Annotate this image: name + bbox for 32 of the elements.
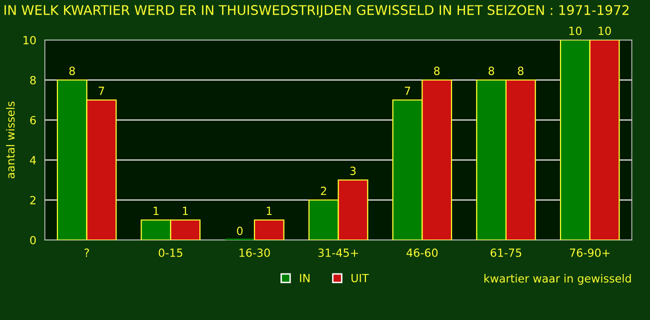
data-label: 8 [69,66,75,76]
x-tick-label: 16-30 [240,248,270,257]
x-tick-label: 76-90+ [570,248,610,257]
x-tick-label: 31-45+ [318,248,358,257]
x-tick-label: 0-15 [158,248,182,257]
data-label: 8 [518,66,524,76]
y-tick-label: 6 [30,116,36,124]
data-label: 7 [98,86,104,95]
data-label: 8 [434,66,440,76]
y-tick-label: 10 [24,36,36,44]
y-tick-label: 0 [30,236,36,244]
y-tick-label: 4 [30,156,36,164]
legend-label: IN [300,274,310,282]
x-tick-label: 46-60 [406,248,438,257]
data-label: 1 [154,206,158,215]
data-label: 7 [404,86,410,95]
x-tick-label: 61-75 [490,248,522,257]
chart-title: IN WELK KWARTIER WERD ER IN THUISWEDSTRIJDEN GEWISSELD IN HET SEIZOEN : 1971-1972 [4,5,629,18]
data-label: 2 [320,186,326,195]
legend-label: UIT [352,274,369,282]
data-label: 3 [350,166,356,176]
data-label: 0 [237,226,243,236]
data-label: 8 [488,66,494,76]
data-label: 1 [266,206,272,215]
data-label: 1 [182,206,188,215]
data-label: 10 [598,26,611,36]
y-tick-label: 8 [30,76,36,84]
x-axis-title: kwartier waar in gewisseld [484,274,631,285]
x-tick-label: ? [84,248,89,257]
data-label: 10 [569,26,582,36]
y-tick-label: 2 [30,196,36,204]
y-axis-title: aantal wissels [6,102,15,178]
